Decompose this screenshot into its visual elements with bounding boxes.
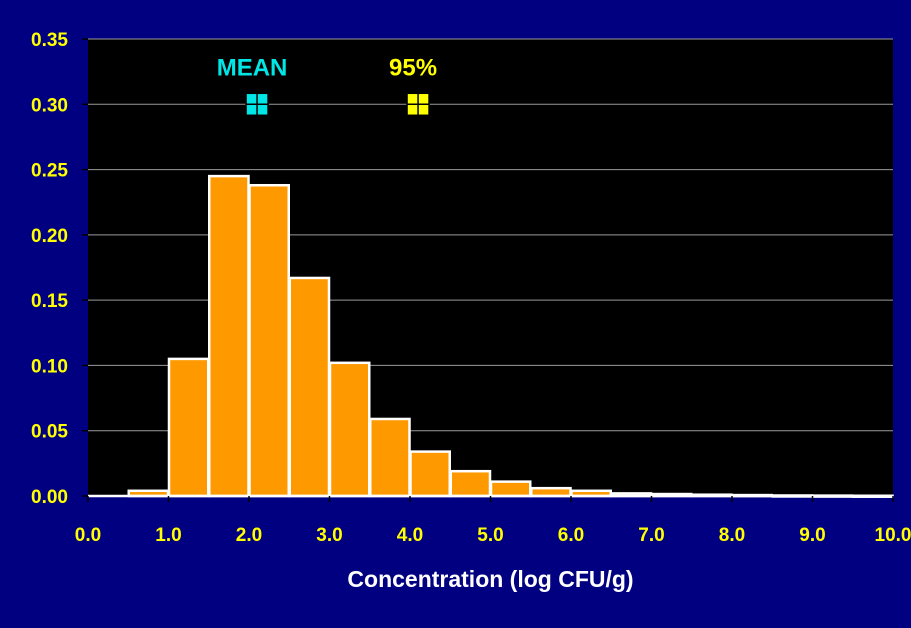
x-tick-label: 6.0 [558, 525, 584, 546]
x-tick-label: 10.0 [875, 525, 911, 546]
y-tick-label: 0.05 [31, 422, 68, 443]
x-tick-label: 8.0 [719, 525, 745, 546]
y-tick-label: 0.20 [31, 226, 68, 247]
y-tick-label: 0.10 [31, 356, 68, 377]
x-tick-label: 9.0 [799, 525, 825, 546]
histogram-bar [409, 450, 451, 498]
marker: 95% [389, 54, 437, 117]
histogram-bars [127, 174, 894, 498]
marker-label: 95% [389, 54, 437, 81]
histogram-bar [369, 417, 411, 498]
x-tick-label: 3.0 [316, 525, 342, 546]
y-tick-label: 0.25 [31, 161, 68, 182]
x-tick-label: 0.0 [75, 525, 101, 546]
y-tick-label: 0.15 [31, 291, 68, 312]
y-tick-labels: 0.00 0.05 0.10 0.15 0.20 0.25 0.30 0.35 [31, 30, 68, 508]
x-tick-label: 4.0 [397, 525, 423, 546]
y-tick-label: 0.35 [31, 30, 68, 51]
histogram-bar [208, 174, 250, 498]
histogram-bar [167, 357, 210, 498]
marker-label: MEAN [217, 54, 288, 81]
x-tick-label: 2.0 [236, 525, 262, 546]
marker: MEAN [217, 54, 288, 117]
histogram-bar [248, 183, 290, 498]
x-tick-label: 7.0 [638, 525, 664, 546]
histogram-bar [288, 276, 331, 498]
y-tick-label: 0.00 [31, 487, 68, 508]
y-tick-label: 0.30 [31, 95, 68, 116]
histogram-bar [449, 469, 492, 498]
x-tick-label: 5.0 [477, 525, 503, 546]
axes [82, 38, 894, 502]
markers: MEAN 95% [217, 54, 437, 117]
histogram-bar [489, 480, 532, 498]
x-tick-labels: 0.0 1.0 2.0 3.0 4.0 5.0 6.0 7.0 8.0 9.0 10.0 [75, 525, 911, 546]
x-axis-title: Concentration (log CFU/g) [347, 566, 633, 592]
histogram-bar [328, 361, 371, 498]
x-tick-label: 1.0 [155, 525, 181, 546]
